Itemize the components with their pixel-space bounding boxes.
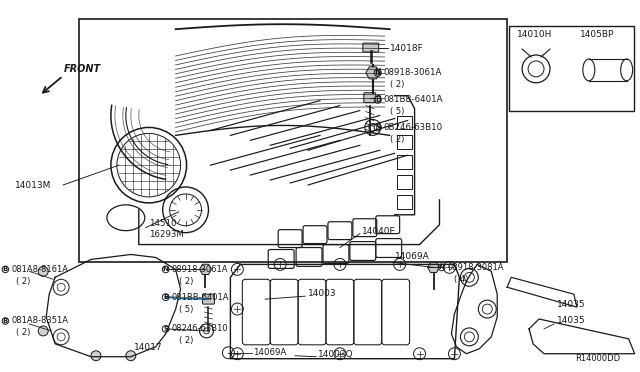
Polygon shape xyxy=(366,67,380,79)
Text: ( 2): ( 2) xyxy=(17,328,31,337)
Text: 14018F: 14018F xyxy=(390,44,424,52)
Text: ( 2): ( 2) xyxy=(390,80,404,89)
Bar xyxy=(79,19,507,262)
Polygon shape xyxy=(200,264,211,275)
Circle shape xyxy=(126,351,136,361)
Text: ( 2): ( 2) xyxy=(17,277,31,286)
Text: S: S xyxy=(163,326,168,332)
Text: 081A8-8161A: 081A8-8161A xyxy=(12,265,68,274)
Text: 14035: 14035 xyxy=(557,299,586,309)
Text: ( 2): ( 2) xyxy=(179,336,193,345)
Text: ( 2): ( 2) xyxy=(179,277,193,286)
Text: 14013M: 14013M xyxy=(15,180,52,189)
Text: 081A8-8351A: 081A8-8351A xyxy=(12,317,68,326)
Text: 14040E: 14040E xyxy=(362,227,396,236)
Text: 08918-3081A: 08918-3081A xyxy=(447,263,504,272)
Text: ( 4): ( 4) xyxy=(454,275,468,284)
Text: S: S xyxy=(375,123,380,132)
Text: 08918-3061A: 08918-3061A xyxy=(384,68,442,77)
Text: 14069A: 14069A xyxy=(253,348,287,357)
Text: 08246-63B10: 08246-63B10 xyxy=(172,324,228,333)
Text: ( 5): ( 5) xyxy=(179,305,193,314)
Text: ( 2): ( 2) xyxy=(390,135,404,144)
Text: 14035: 14035 xyxy=(557,317,586,326)
Text: B: B xyxy=(3,266,8,272)
Text: 14003: 14003 xyxy=(308,289,337,298)
Bar xyxy=(397,195,412,209)
Text: 0B246-63B10: 0B246-63B10 xyxy=(384,123,443,132)
Text: FRONT: FRONT xyxy=(64,64,101,74)
Bar xyxy=(397,175,412,189)
FancyBboxPatch shape xyxy=(202,294,214,304)
Text: B: B xyxy=(375,95,381,104)
Polygon shape xyxy=(428,262,440,273)
Circle shape xyxy=(38,266,48,276)
Text: N: N xyxy=(438,264,444,270)
FancyBboxPatch shape xyxy=(364,93,376,103)
Circle shape xyxy=(38,326,48,336)
Text: 16293M: 16293M xyxy=(148,230,184,239)
Text: 14069A: 14069A xyxy=(395,252,429,261)
FancyBboxPatch shape xyxy=(363,43,379,52)
Bar xyxy=(397,155,412,169)
Text: 14003Q: 14003Q xyxy=(318,350,354,359)
Bar xyxy=(397,135,412,149)
Text: ( 5): ( 5) xyxy=(390,107,404,116)
Text: 081BB-6401A: 081BB-6401A xyxy=(384,95,444,104)
Text: 08918-3061A: 08918-3061A xyxy=(172,265,228,274)
Text: R14000DD: R14000DD xyxy=(575,354,620,363)
Circle shape xyxy=(91,351,101,361)
Text: N: N xyxy=(163,266,169,272)
Text: 081BB-6401A: 081BB-6401A xyxy=(172,293,229,302)
Text: 14010H: 14010H xyxy=(517,30,552,39)
Bar xyxy=(509,26,634,110)
Text: 1405BP: 1405BP xyxy=(580,30,614,39)
Text: 14017: 14017 xyxy=(134,343,163,352)
Text: B: B xyxy=(163,294,168,300)
Text: B: B xyxy=(3,318,8,324)
Bar xyxy=(397,116,412,129)
Text: N: N xyxy=(374,68,381,77)
Text: 14510: 14510 xyxy=(148,219,176,228)
